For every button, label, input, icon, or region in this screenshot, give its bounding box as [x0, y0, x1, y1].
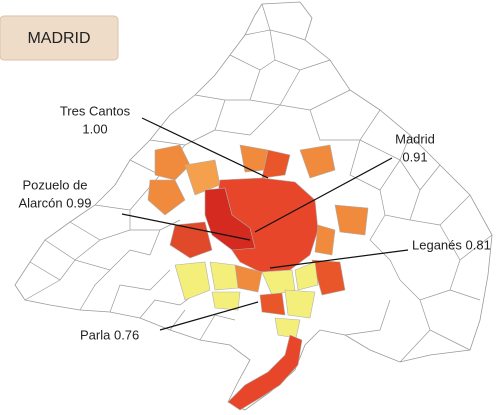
region [204, 187, 256, 251]
region [259, 292, 286, 316]
region [284, 289, 316, 319]
region [294, 261, 319, 291]
region [261, 149, 291, 179]
region [239, 144, 269, 173]
place-label: 1.00 [82, 121, 107, 136]
place-label: Tres Cantos [60, 103, 131, 118]
region [274, 317, 301, 339]
region [174, 261, 211, 301]
labels: Tres Cantos 1.00 Madrid 0.91 Pozuelo de Alarc… [19, 103, 491, 342]
place-label: 0.91 [402, 149, 427, 164]
choropleth [147, 144, 369, 411]
place-label: Leganés 0.81 [412, 237, 491, 252]
place-label: Alarcón 0.99 [19, 195, 92, 210]
place-label: Madrid [395, 131, 435, 146]
leader-line [121, 213, 251, 241]
header-box [0, 15, 119, 61]
region [154, 144, 191, 181]
region [211, 291, 241, 311]
region [299, 144, 336, 179]
region [334, 204, 369, 236]
place-label: Pozuelo de [22, 177, 87, 192]
region [169, 221, 213, 259]
municipal-borders [24, 3, 493, 363]
region [311, 259, 346, 296]
leader-line [159, 301, 259, 331]
leader-line [254, 157, 393, 233]
region [147, 179, 186, 216]
region [314, 224, 336, 256]
leader-line [269, 249, 409, 269]
region [227, 334, 303, 411]
leader-lines [121, 117, 409, 331]
region [261, 269, 296, 296]
place-label: Parla 0.76 [80, 327, 139, 342]
leader-line [141, 117, 269, 179]
header-title: MADRID [27, 30, 90, 47]
region [209, 261, 239, 291]
